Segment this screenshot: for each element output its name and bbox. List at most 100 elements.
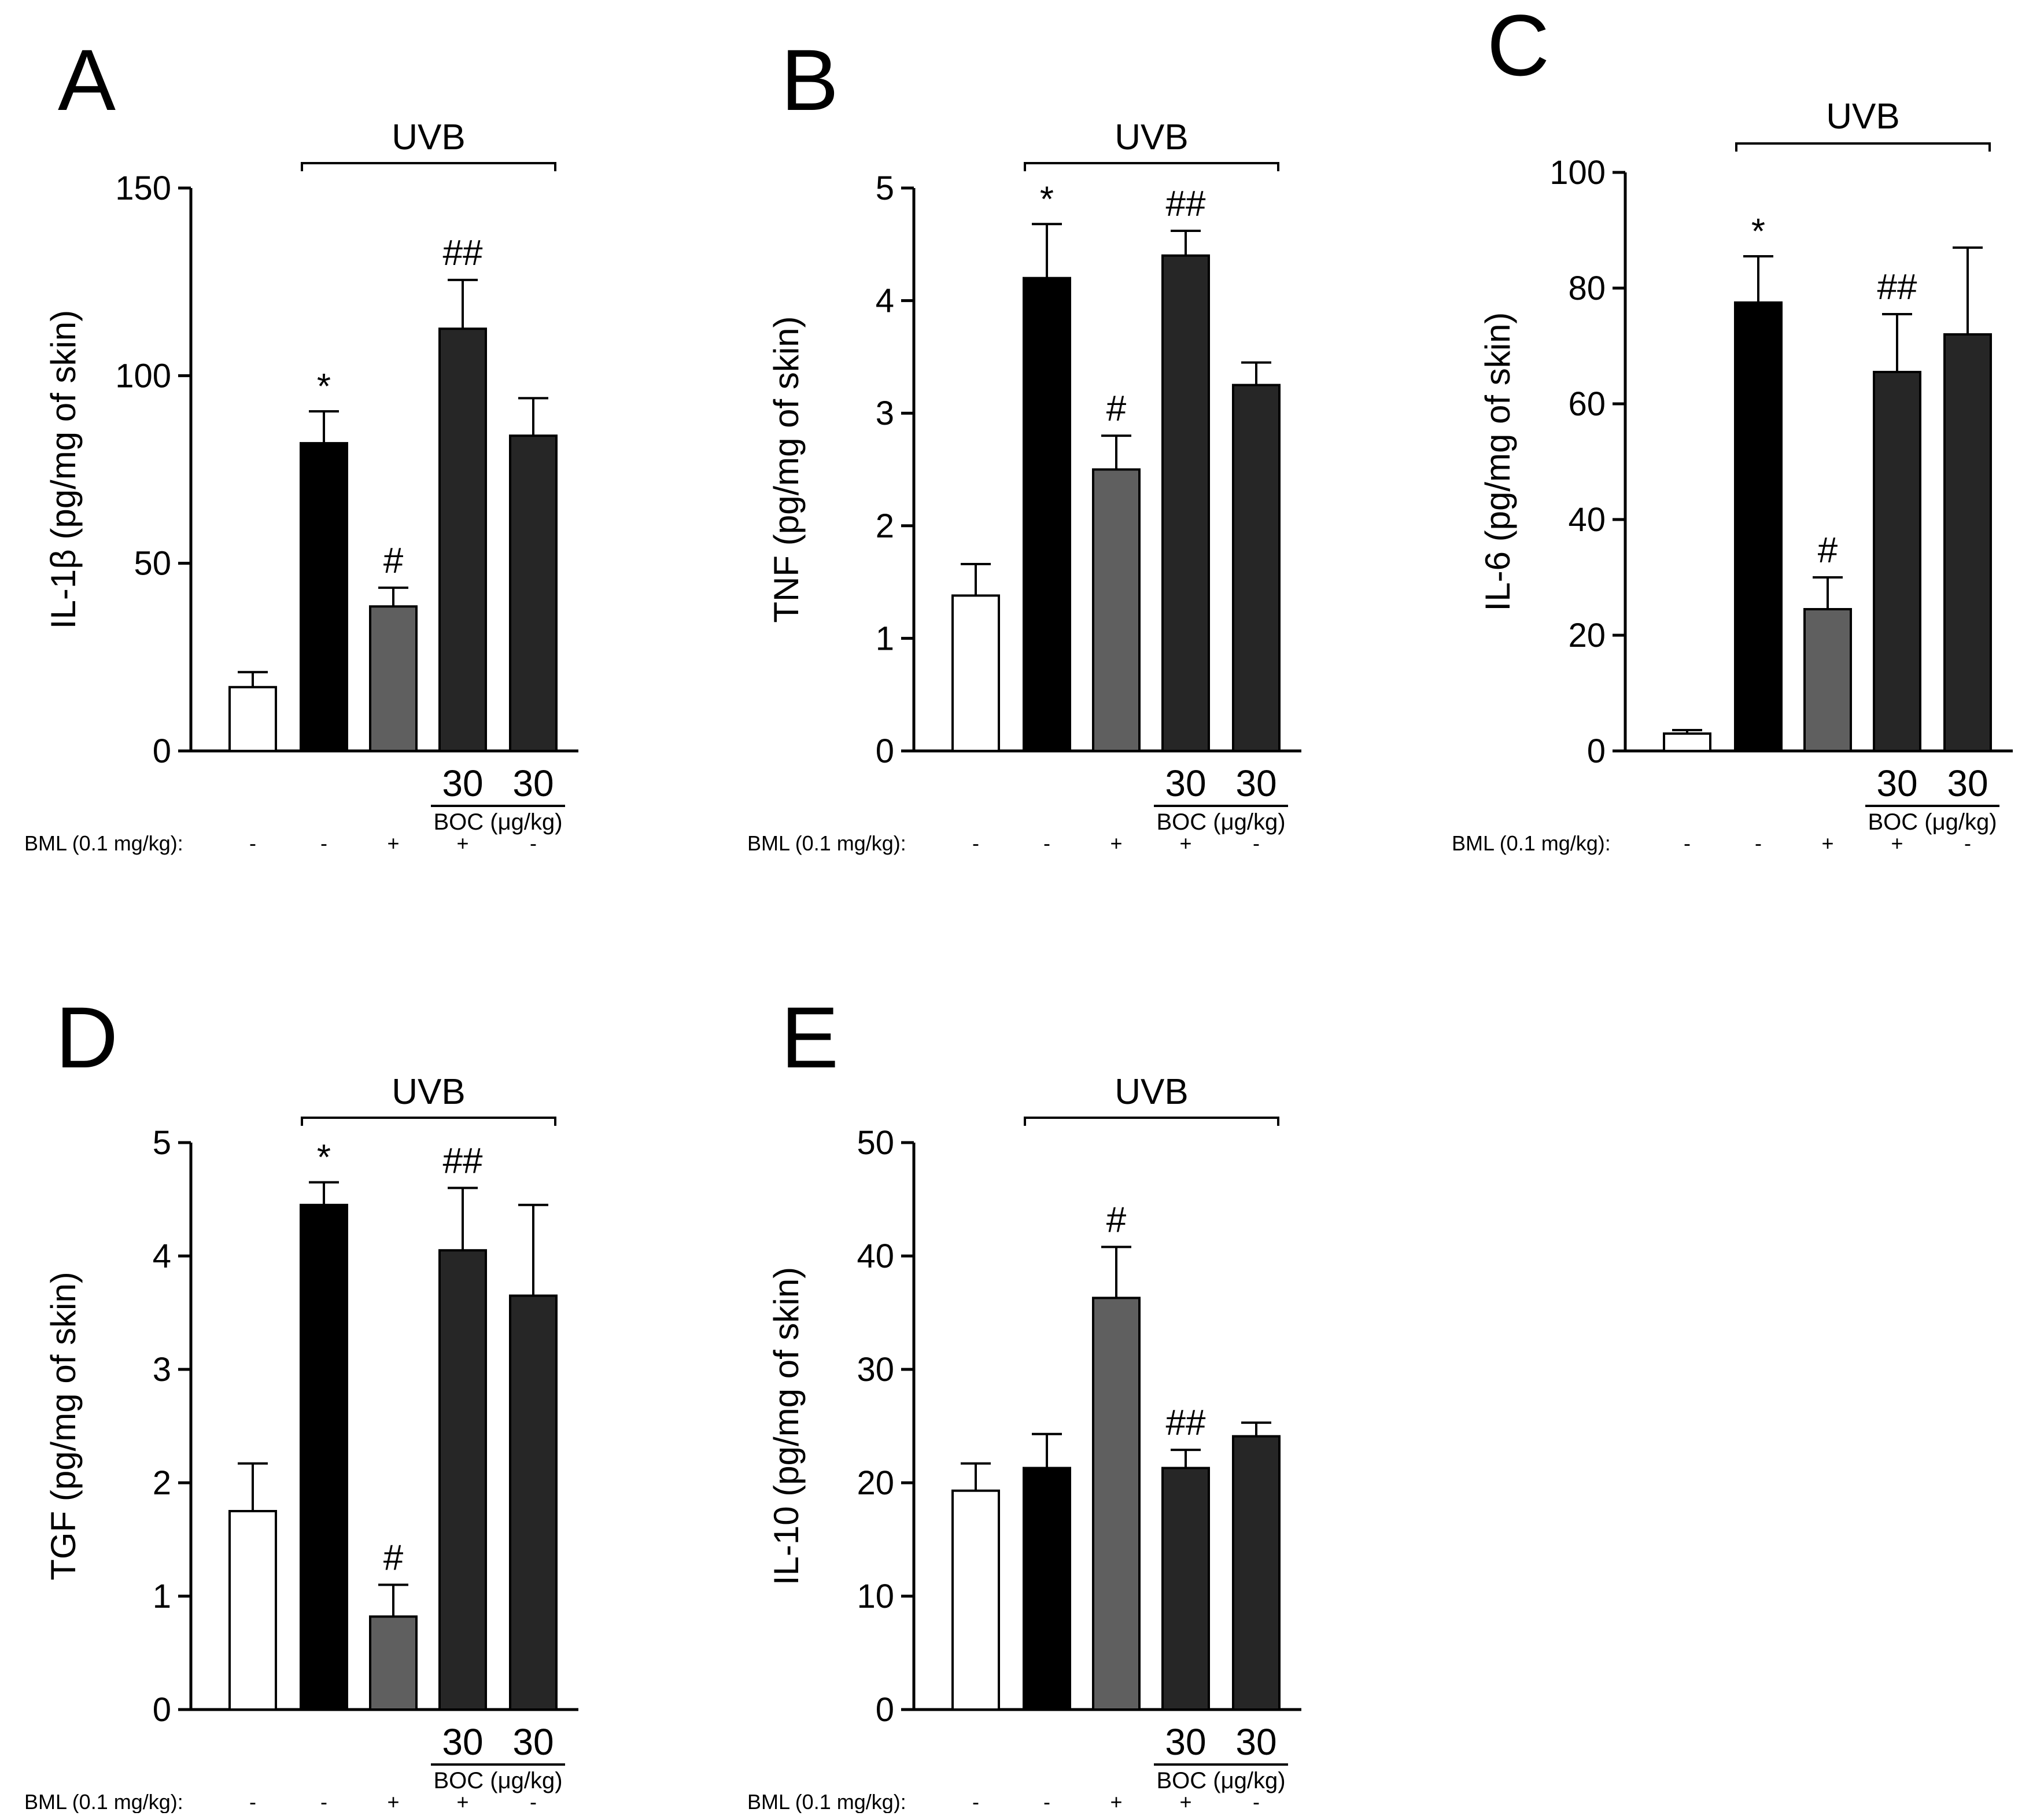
bml-sign: - — [972, 1790, 979, 1813]
y-tick-label: 4 — [153, 1237, 171, 1275]
y-tick-label: 30 — [857, 1351, 894, 1388]
boc-dose-label: 30 — [1947, 763, 1988, 804]
panel-letter: A — [58, 31, 116, 128]
significance-marker: # — [1106, 389, 1127, 429]
bar-1 — [951, 1489, 1000, 1711]
panel-e: E 0 10 20 30 40 50 IL-10 (pg/mg of skin) UVB - - # +… — [747, 989, 1301, 1814]
bar-2 — [1023, 277, 1071, 752]
bml-sign: - — [320, 831, 327, 855]
bml-sign: - — [1755, 831, 1762, 855]
panel-d: D 0 1 2 3 4 5 TGF (pg/mg of skin) UVB - * - # + ## 30 +3… — [24, 989, 578, 1814]
y-tick-label: 3 — [876, 395, 894, 432]
bml-sign: - — [1253, 831, 1260, 855]
significance-marker: ## — [1166, 1403, 1206, 1443]
significance-marker: ## — [443, 233, 483, 273]
bml-sign: - — [530, 1790, 537, 1813]
significance-marker: ## — [1166, 184, 1206, 224]
y-tick-label: 2 — [876, 507, 894, 545]
bar-5 — [1232, 384, 1281, 752]
y-tick-label: 50 — [857, 1124, 894, 1162]
y-tick-label: 3 — [153, 1351, 171, 1388]
bar-2 — [1023, 1467, 1071, 1711]
significance-marker: * — [317, 1138, 331, 1178]
y-tick-label: 10 — [857, 1578, 894, 1615]
boc-dose-label: 30 — [1876, 763, 1917, 804]
panel-letter: C — [1487, 0, 1549, 94]
y-tick-label: 100 — [1549, 154, 1606, 191]
bml-sign: - — [249, 1790, 256, 1813]
significance-marker: * — [317, 367, 331, 407]
bar-3 — [1092, 468, 1141, 752]
bar-1 — [228, 1510, 277, 1711]
significance-marker: # — [383, 541, 404, 581]
bml-sign: - — [972, 831, 979, 855]
y-tick-label: 150 — [115, 170, 171, 207]
uvb-bracket — [1024, 1117, 1279, 1126]
panel-a: A 0 50 100 150 IL-1β (pg/mg of skin) UVB - * - # + #… — [24, 31, 578, 855]
y-tick-label: 20 — [857, 1464, 894, 1502]
boc-label: BOC (μg/kg) — [1156, 809, 1285, 835]
bml-sign: + — [387, 1790, 399, 1813]
bml-sign: + — [1821, 831, 1833, 855]
bar-3 — [1803, 608, 1852, 752]
bml-sign: + — [456, 1790, 468, 1813]
bar-5 — [509, 1294, 558, 1711]
y-tick-label: 60 — [1568, 385, 1606, 423]
uvb-label: UVB — [1115, 117, 1188, 157]
y-tick-label: 0 — [876, 1691, 894, 1729]
boc-dose-label: 30 — [1165, 1721, 1206, 1763]
significance-marker: ## — [1877, 267, 1917, 307]
bml-sign: + — [1891, 831, 1903, 855]
boc-label: BOC (μg/kg) — [1156, 1768, 1285, 1793]
bml-sign: - — [1253, 1790, 1260, 1813]
bml-row-label: BML (0.1 mg/kg): — [747, 831, 906, 855]
bar-5 — [1232, 1435, 1281, 1711]
bml-sign: + — [1179, 831, 1191, 855]
bar-2 — [300, 442, 348, 752]
bar-2 — [1734, 301, 1783, 752]
y-tick-label: 80 — [1568, 270, 1606, 307]
bar-4 — [1161, 254, 1210, 752]
y-tick-label: 40 — [1568, 501, 1606, 539]
bml-sign: + — [1110, 831, 1122, 855]
bar-2 — [300, 1203, 348, 1711]
y-tick-label: 1 — [876, 620, 894, 657]
y-tick-label: 0 — [153, 1691, 171, 1729]
y-axis-label: TNF (pg/mg of skin) — [767, 316, 806, 622]
bar-3 — [1092, 1296, 1141, 1711]
y-tick-label: 20 — [1568, 617, 1606, 654]
significance-marker: ## — [443, 1141, 483, 1181]
boc-label: BOC (μg/kg) — [433, 1768, 562, 1793]
significance-marker: # — [383, 1538, 404, 1578]
bar-4 — [1161, 1467, 1210, 1711]
bml-sign: - — [249, 831, 256, 855]
y-tick-label: 0 — [876, 732, 894, 770]
y-tick-label: 40 — [857, 1237, 894, 1275]
significance-marker: # — [1818, 531, 1838, 570]
y-tick-label: 0 — [1587, 732, 1606, 770]
bar-4 — [1873, 371, 1921, 752]
significance-marker: * — [1751, 212, 1765, 252]
bml-sign: + — [456, 831, 468, 855]
bml-row-label: BML (0.1 mg/kg): — [24, 831, 183, 855]
significance-marker: # — [1106, 1200, 1127, 1240]
y-axis-label: IL-1β (pg/mg of skin) — [44, 310, 83, 629]
bar-4 — [438, 1249, 487, 1711]
boc-dose-label: 30 — [512, 1721, 554, 1763]
bar-5 — [509, 434, 558, 752]
boc-label: BOC (μg/kg) — [433, 809, 562, 835]
bar-4 — [438, 327, 487, 752]
boc-dose-label: 30 — [1235, 763, 1276, 804]
bar-3 — [369, 1615, 418, 1711]
bml-sign: + — [1179, 1790, 1191, 1813]
y-axis-label: TGF (pg/mg of skin) — [44, 1272, 83, 1580]
bar-1 — [228, 686, 277, 753]
y-tick-label: 4 — [876, 282, 894, 320]
y-axis-label: IL-10 (pg/mg of skin) — [767, 1267, 806, 1585]
panel-letter: E — [781, 989, 839, 1086]
bar-5 — [1943, 333, 1992, 752]
uvb-label: UVB — [1115, 1072, 1188, 1112]
panel-letter: D — [56, 989, 118, 1086]
